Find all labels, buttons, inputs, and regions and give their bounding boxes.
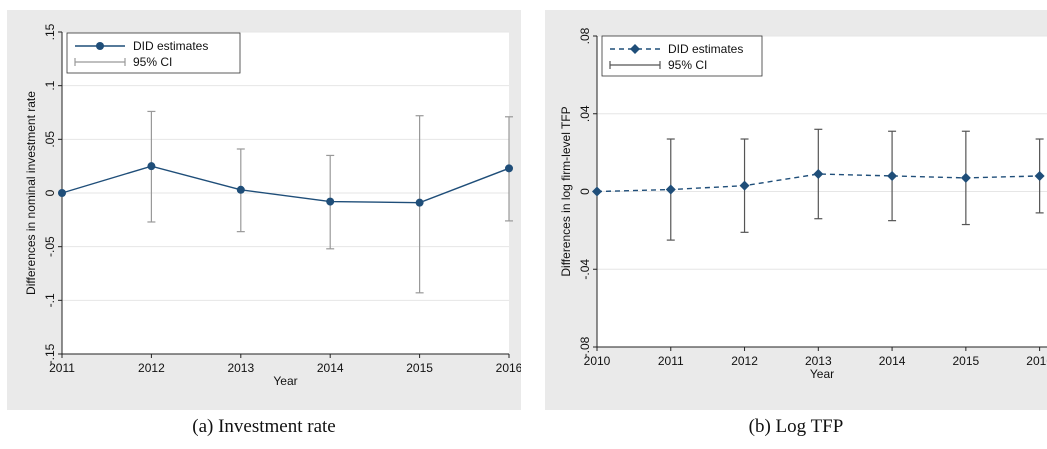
- y-axis-title: Differences in nominal investment rate: [24, 91, 38, 295]
- y-tick-label: .04: [578, 105, 592, 122]
- chart-panel-log-tfp: -.08 -.04 0 .04 .08 2010 2011 2012 2013 2014 2015 2…: [545, 10, 1047, 410]
- x-tick-label: 2012: [138, 361, 165, 375]
- x-tick-label: 2016: [1026, 354, 1047, 368]
- x-tick-label: 2012: [731, 354, 758, 368]
- data-point: [415, 198, 424, 207]
- legend-label-series: DID estimates: [668, 42, 743, 56]
- legend-label-series: DID estimates: [133, 39, 208, 53]
- caption-log-tfp: (b) Log TFP: [748, 416, 844, 437]
- y-tick-label: .1: [43, 80, 57, 90]
- data-point: [326, 197, 335, 206]
- y-axis-title: Differences in log firm-level TFP: [559, 106, 573, 276]
- y-tick-label: -.1: [43, 293, 57, 307]
- data-point: [592, 186, 602, 197]
- chart-panel-investment-rate: -.15 -.1 -.05 0 .05 .1 .15 2011 2012 2013 2014 2015…: [7, 10, 521, 410]
- data-point: [665, 184, 676, 195]
- x-axis-title: Year: [810, 367, 834, 381]
- y-tick-label: -.15: [43, 343, 57, 364]
- data-point: [147, 162, 156, 171]
- x-tick-label: 2016: [496, 361, 521, 375]
- x-tick-label: 2015: [406, 361, 433, 375]
- data-point: [739, 180, 750, 191]
- x-axis-title: Year: [273, 374, 297, 388]
- legend-marker: [96, 42, 104, 50]
- chart-log-tfp: -.08 -.04 0 .04 .08 2010 2011 2012 2013 2014 2015 2…: [559, 27, 1047, 381]
- y-tick-label: 0: [578, 188, 592, 195]
- x-tick-label: 2013: [805, 354, 832, 368]
- y-tick-label: -.04: [578, 259, 592, 280]
- chart-investment-rate: -.15 -.1 -.05 0 .05 .1 .15 2011 2012 2013 2014 2015…: [24, 23, 521, 388]
- data-point: [960, 172, 971, 183]
- x-tick-label: 2014: [879, 354, 906, 368]
- x-tick-label: 2011: [49, 361, 75, 375]
- data-point: [505, 164, 513, 173]
- legend-box: [66, 32, 241, 74]
- y-tick-label: .15: [43, 23, 57, 40]
- x-tick-label: 2014: [317, 361, 344, 375]
- legend-label-ci: 95% CI: [133, 55, 172, 69]
- y-tick-label: .08: [578, 27, 592, 44]
- legend-box: [601, 35, 763, 77]
- legend-label-ci: 95% CI: [668, 58, 707, 72]
- y-tick-label: .05: [43, 131, 57, 148]
- legend-marker: [630, 44, 640, 54]
- x-tick-label: 2010: [584, 354, 611, 368]
- x-tick-label: 2013: [227, 361, 254, 375]
- x-tick-label: 2011: [658, 354, 684, 368]
- y-tick-label: -.08: [578, 336, 592, 357]
- data-point: [1034, 170, 1045, 181]
- x-tick-label: 2015: [953, 354, 980, 368]
- data-point: [58, 189, 66, 197]
- series-line: [61, 165, 510, 204]
- data-point: [813, 169, 824, 180]
- y-tick-label: 0: [43, 189, 57, 196]
- data-point: [236, 185, 245, 194]
- data-point: [887, 170, 898, 181]
- caption-investment-rate: (a) Investment rate: [192, 416, 336, 437]
- y-tick-label: -.05: [43, 236, 57, 257]
